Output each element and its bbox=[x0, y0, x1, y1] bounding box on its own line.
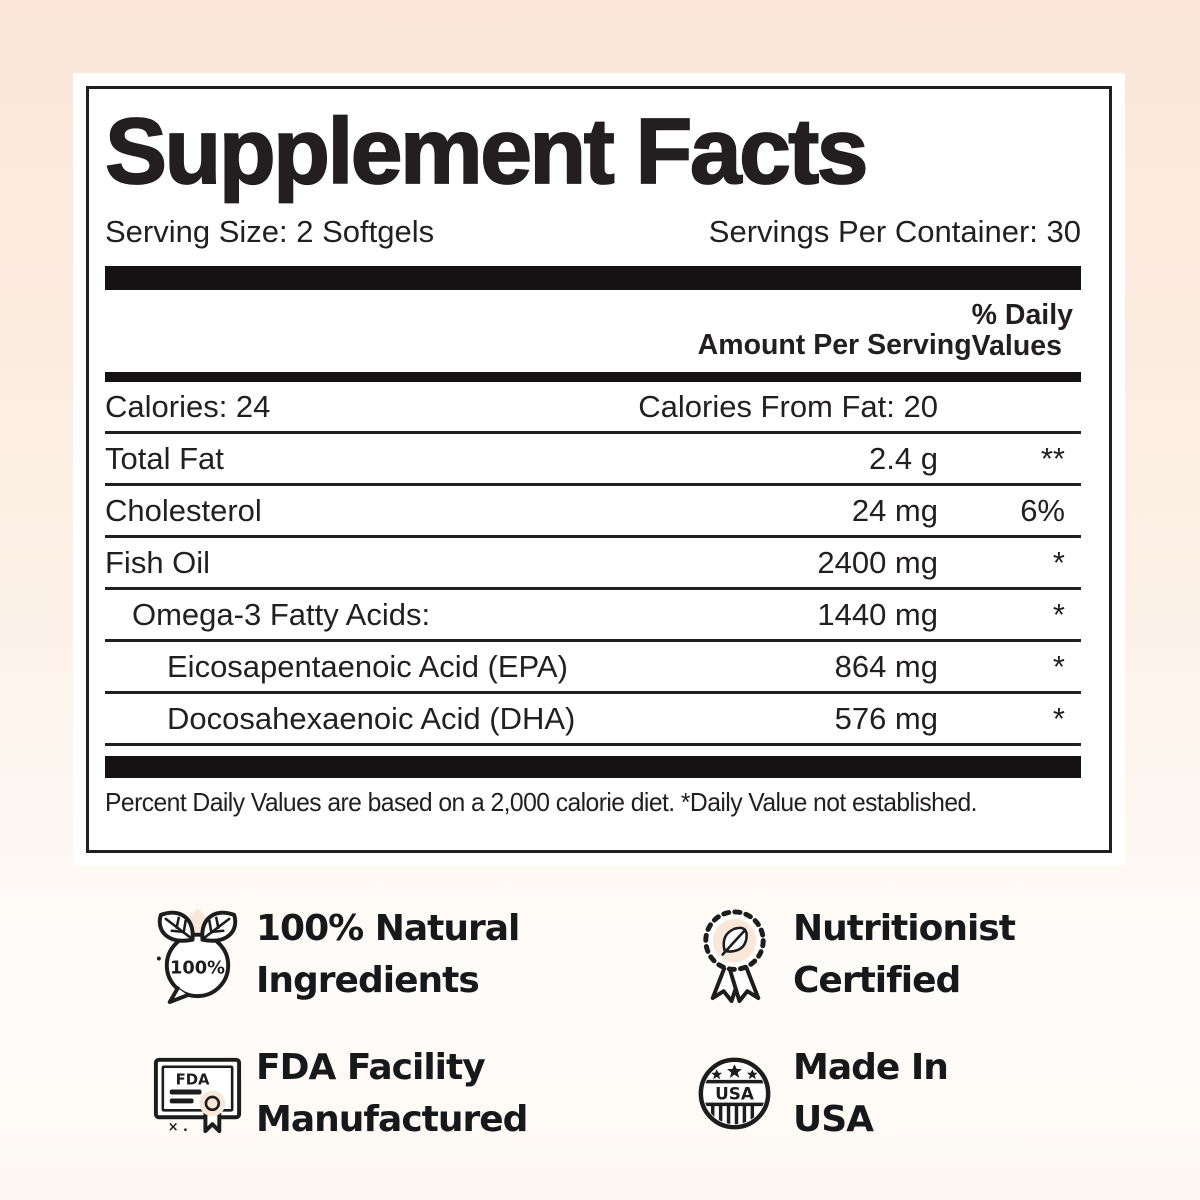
badge-text: Made In USA bbox=[793, 1042, 949, 1144]
nutritionist-certified-icon bbox=[703, 909, 766, 1004]
usa-icon-text: USA bbox=[715, 1083, 754, 1103]
nutrient-dv: * bbox=[1052, 700, 1065, 736]
badge-line1: Made In bbox=[793, 1047, 949, 1089]
nutrient-dv: * bbox=[1052, 544, 1065, 580]
badge-line1: Nutritionist bbox=[793, 908, 1016, 950]
divider-thick-bottom bbox=[105, 756, 1081, 779]
natural-100-icon: 100% bbox=[156, 908, 238, 1005]
badge-line2: Manufactured bbox=[256, 1098, 528, 1140]
badge-line1: 100% Natural bbox=[256, 908, 520, 950]
table-row: Eicosapentaenoic Acid (EPA) 864 mg * bbox=[105, 642, 1081, 695]
badge-fda-facility: FDA × . FDA Facility Manufactured bbox=[146, 1042, 683, 1145]
natural-100-icon-text: 100% bbox=[170, 957, 225, 978]
supplement-facts-card: Supplement Facts Serving Size: 2 Softgel… bbox=[73, 73, 1125, 866]
badge-text: Nutritionist Certified bbox=[793, 903, 1016, 1005]
footnote: Percent Daily Values are based on a 2,00… bbox=[105, 787, 978, 818]
table-row: Omega-3 Fatty Acids: 1440 mg * bbox=[105, 590, 1081, 643]
nutrient-dv: 6% bbox=[1020, 492, 1065, 528]
daily-values-header-line2: Values bbox=[971, 329, 1062, 362]
badge-line2: USA bbox=[793, 1098, 874, 1140]
amount-per-serving-header: Amount Per Serving bbox=[697, 329, 972, 362]
daily-values-header-line1: % Daily bbox=[971, 298, 1073, 331]
nutrient-amount: 576 mg bbox=[834, 700, 938, 736]
badge-text: FDA Facility Manufactured bbox=[256, 1042, 528, 1144]
table-row: Total Fat 2.4 g ** bbox=[105, 434, 1081, 487]
nutrient-name: Docosahexaenoic Acid (DHA) bbox=[167, 700, 576, 736]
nutrient-dv: ** bbox=[1040, 440, 1065, 476]
daily-values-header: % Daily Values bbox=[971, 298, 1081, 363]
nutrient-dv: * bbox=[1052, 648, 1065, 684]
serving-size: Serving Size: 2 Softgels bbox=[105, 213, 435, 249]
calories-from-fat-label: Calories From Fat: 20 bbox=[638, 388, 938, 424]
table-header-row: Amount Per Serving % Daily Values bbox=[105, 290, 1081, 373]
serving-row: Serving Size: 2 Softgels Servings Per Co… bbox=[105, 214, 1081, 250]
nutrient-name: Total Fat bbox=[105, 440, 224, 476]
badge-line2: Ingredients bbox=[256, 959, 480, 1001]
fda-icon-marks: × . bbox=[168, 1120, 188, 1135]
servings-per-container: Servings Per Container: 30 bbox=[708, 213, 1081, 249]
supplement-facts-label: Supplement Facts Serving Size: 2 Softgel… bbox=[86, 86, 1112, 853]
table-row: Fish Oil 2400 mg * bbox=[105, 538, 1081, 591]
badge-made-in-usa: USA Made In USA bbox=[683, 1042, 1106, 1145]
nutrient-name: Eicosapentaenoic Acid (EPA) bbox=[167, 648, 568, 684]
calories-row: Calories: 24 Calories From Fat: 20 bbox=[105, 382, 1081, 435]
table-row: Docosahexaenoic Acid (DHA) 576 mg * bbox=[105, 694, 1081, 747]
divider-medium bbox=[105, 372, 1081, 383]
nutrient-amount: 864 mg bbox=[834, 648, 938, 684]
badge-natural-ingredients: 100% 100% Natural Ingredients bbox=[146, 903, 683, 1006]
badge-text: 100% Natural Ingredients bbox=[256, 903, 520, 1005]
badges-section: 100% 100% Natural Ingredients Nutritioni… bbox=[146, 903, 1106, 1145]
label-title: Supplement Facts bbox=[104, 99, 869, 203]
nutrient-amount: 24 mg bbox=[851, 492, 938, 528]
divider-thick-top bbox=[105, 265, 1081, 290]
nutrient-name: Omega-3 Fatty Acids: bbox=[132, 596, 431, 632]
nutrient-name: Fish Oil bbox=[105, 544, 211, 580]
badge-line1: FDA Facility bbox=[256, 1047, 486, 1089]
nutrient-amount: 1440 mg bbox=[817, 596, 938, 632]
fda-certificate-icon: FDA × . bbox=[153, 1057, 242, 1135]
nutrient-amount: 2.4 g bbox=[869, 440, 938, 476]
nutrient-name: Cholesterol bbox=[105, 492, 262, 528]
fda-icon-text: FDA bbox=[176, 1071, 210, 1089]
table-row: Cholesterol 24 mg 6% bbox=[105, 486, 1081, 539]
calories-label: Calories: 24 bbox=[105, 388, 271, 424]
nutrient-amount: 2400 mg bbox=[817, 544, 938, 580]
made-in-usa-icon: USA bbox=[698, 1057, 771, 1130]
badge-line2: Certified bbox=[793, 959, 961, 1001]
badge-nutritionist-certified: Nutritionist Certified bbox=[683, 903, 1106, 1006]
nutrient-dv: * bbox=[1052, 596, 1065, 632]
footnote-wrap: Percent Daily Values are based on a 2,00… bbox=[105, 787, 1081, 818]
